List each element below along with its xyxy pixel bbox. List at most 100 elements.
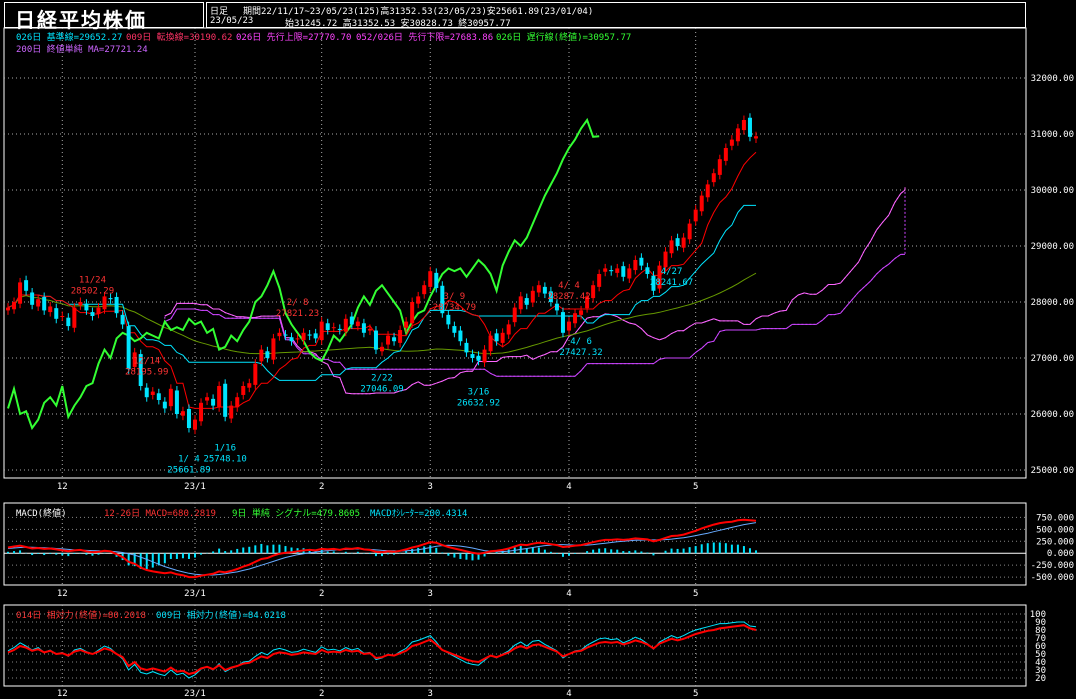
candle-body bbox=[560, 312, 565, 333]
candle-body bbox=[373, 330, 378, 350]
candle-body bbox=[72, 307, 77, 328]
candle-body bbox=[84, 303, 89, 311]
candle-body bbox=[283, 334, 288, 336]
rsi-y-tick-label: 60 bbox=[1035, 642, 1046, 652]
candle-body bbox=[554, 303, 559, 311]
candle-body bbox=[699, 195, 704, 212]
candle-body bbox=[573, 313, 578, 324]
candle-body bbox=[337, 328, 342, 330]
candle-body bbox=[621, 266, 626, 277]
legend-rsi14: 014日 相対力(終値)=80.2018 bbox=[16, 611, 146, 621]
candle-body bbox=[705, 184, 710, 198]
candle-body bbox=[711, 173, 716, 183]
candle-body bbox=[223, 383, 228, 417]
candle-body bbox=[518, 296, 523, 310]
macd-x-tick-label: 5 bbox=[693, 589, 698, 599]
main-y-tick-label: 25000.00 bbox=[1031, 466, 1074, 476]
candle-body bbox=[681, 237, 686, 248]
annotation-value: 28502.29 bbox=[71, 286, 114, 296]
annotation-value: 28287.42 bbox=[547, 292, 590, 302]
candle-body bbox=[235, 397, 240, 408]
candle-body bbox=[542, 286, 547, 294]
candle-body bbox=[24, 280, 29, 291]
candle-body bbox=[404, 321, 409, 328]
candle-body bbox=[265, 351, 270, 358]
main-x-tick-label: 12 bbox=[57, 482, 68, 492]
candle-body bbox=[458, 330, 463, 342]
candle-body bbox=[259, 349, 264, 362]
candle-body bbox=[78, 302, 83, 306]
candle-body bbox=[367, 328, 372, 331]
candle-body bbox=[651, 275, 656, 291]
main-y-tick-label: 31000.00 bbox=[1031, 130, 1074, 140]
macd-y-tick-label: 500.000 bbox=[1036, 525, 1074, 535]
candle-body bbox=[271, 338, 276, 360]
candle-body bbox=[54, 308, 59, 319]
annotation-date: 1/ 4 bbox=[178, 455, 200, 465]
candle-body bbox=[42, 296, 47, 311]
annotation-value: 26632.92 bbox=[457, 398, 500, 408]
annotation-date: 2/ 8 bbox=[287, 298, 309, 308]
candle-body bbox=[180, 411, 185, 416]
candle-body bbox=[247, 383, 252, 388]
candle-body bbox=[548, 291, 553, 302]
annotation-date: 3/ 9 bbox=[444, 292, 466, 302]
rsi-y-tick-label: 50 bbox=[1035, 650, 1046, 660]
candle-body bbox=[349, 316, 354, 325]
candle-body bbox=[488, 335, 493, 352]
rsi-y-tick-label: 20 bbox=[1035, 674, 1046, 684]
macd-y-tick-label: 750.000 bbox=[1036, 513, 1074, 523]
candle-body bbox=[277, 332, 282, 337]
macd-panel-frame bbox=[3, 502, 1027, 586]
candle-body bbox=[416, 296, 421, 304]
candle-body bbox=[747, 117, 752, 137]
annotation-value: 28195.99 bbox=[125, 368, 168, 378]
legend-leading-span-a: 026日 先行上限=27770.70 bbox=[236, 33, 352, 43]
macd-x-tick-label: 23/1 bbox=[184, 589, 206, 599]
candle-body bbox=[536, 285, 541, 293]
candle-body bbox=[741, 120, 746, 131]
candle-body bbox=[615, 268, 620, 273]
annotation-date: 4/ 4 bbox=[558, 281, 580, 291]
legend-signal: 9日 単純 シグナル=479.8605 bbox=[232, 509, 361, 519]
candle-body bbox=[66, 317, 71, 327]
candle-body bbox=[567, 321, 571, 331]
candle-body bbox=[325, 323, 330, 330]
candle-body bbox=[361, 323, 366, 333]
candle-body bbox=[633, 260, 638, 271]
macd-x-tick-label: 2 bbox=[319, 589, 324, 599]
candle-body bbox=[307, 334, 312, 336]
annotation-value: 28734.79 bbox=[433, 303, 476, 313]
candle-body bbox=[603, 268, 608, 272]
candle-body bbox=[102, 296, 107, 310]
leading-span-b-line bbox=[164, 253, 905, 377]
candle-body bbox=[591, 285, 596, 299]
leading-span-a-line bbox=[164, 187, 906, 395]
annotation-value: 27046.09 bbox=[360, 384, 403, 394]
candle-body bbox=[48, 306, 53, 313]
candle-body bbox=[211, 398, 216, 406]
candle-body bbox=[108, 298, 113, 300]
candle-body bbox=[60, 316, 65, 317]
candle-body bbox=[132, 352, 137, 367]
candle-body bbox=[174, 390, 179, 414]
candle-body bbox=[18, 282, 23, 304]
macd-x-tick-label: 4 bbox=[566, 589, 571, 599]
candle-body bbox=[313, 333, 318, 339]
candle-body bbox=[295, 338, 300, 340]
rsi-x-tick-label: 3 bbox=[428, 689, 433, 699]
candle-body bbox=[434, 272, 439, 288]
rsi-y-tick-label: 80 bbox=[1035, 626, 1046, 636]
candle-body bbox=[301, 332, 306, 341]
candle-body bbox=[386, 335, 391, 345]
ohlc-label: 始31245.72 高31352.53 安30828.73 終30957.77 bbox=[285, 19, 511, 29]
main-x-tick-label: 3 bbox=[428, 482, 433, 492]
main-y-tick-label: 30000.00 bbox=[1031, 186, 1074, 196]
rsi-x-tick-label: 23/1 bbox=[184, 689, 206, 699]
candle-body bbox=[452, 326, 457, 333]
candle-body bbox=[120, 314, 125, 325]
annotation-value: 27821.23 bbox=[276, 309, 319, 319]
rsi-x-tick-label: 12 bbox=[57, 689, 68, 699]
candle-body bbox=[168, 388, 173, 407]
